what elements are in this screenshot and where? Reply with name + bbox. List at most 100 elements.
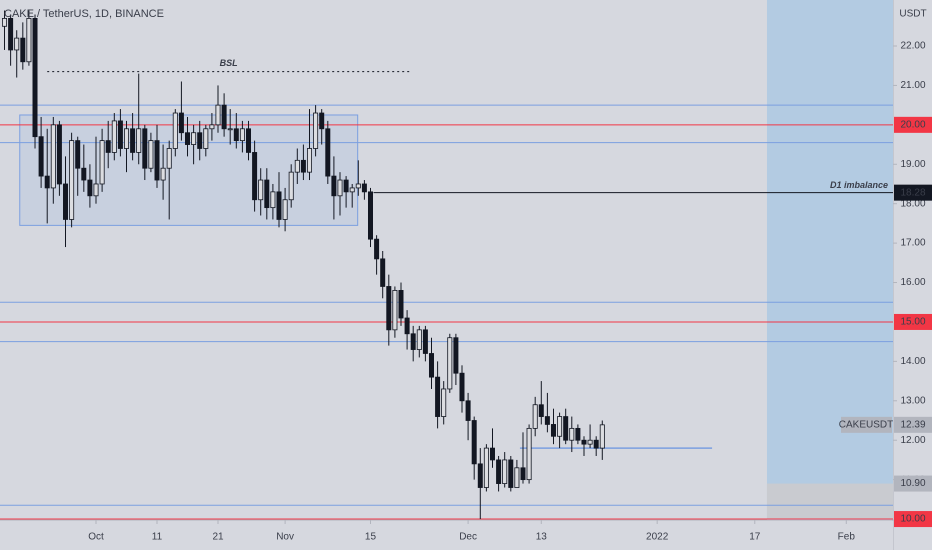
imbalance-label: D1 imbalance [830,180,888,190]
last-price-label: 12.39 [900,419,925,430]
y-tick-label: 13.00 [900,395,925,406]
candle-body [32,18,38,138]
candle-body [392,290,398,331]
candle-body [453,337,459,374]
candle-body [343,179,349,193]
candle-body [148,140,154,169]
candle-body [319,112,325,130]
candle-body [550,424,556,437]
candle-body [63,183,69,220]
candle-body [367,191,373,240]
y-tick-label: 14.00 [900,356,925,367]
candle-body [197,132,203,149]
candle-body [294,159,300,173]
candle-body [538,404,544,417]
candle-body [252,152,258,201]
candle-body [471,420,477,465]
y-tick-label: 18.00 [900,198,925,209]
candle-body [20,37,26,63]
future-zone [766,0,893,520]
candle-body [380,258,386,287]
price-badge [894,475,932,492]
candle-body [93,183,99,197]
candle-body [398,290,404,319]
y-tick-label: 22.00 [900,41,925,52]
last-price-tag [841,416,892,433]
x-tick-label: 2022 [646,532,669,543]
candle-body [331,175,337,197]
y-tick-label: 16.00 [900,277,925,288]
candle-body [69,140,75,220]
candle-body [447,337,453,390]
candle-body [26,18,32,63]
candle-body [587,439,593,445]
price-badge [894,511,932,528]
candle-body [508,459,514,488]
candle-body [191,132,197,145]
candle-body [483,447,489,488]
candle-body [8,18,14,51]
candle-body [130,128,136,153]
price-axis [894,0,932,550]
candle-body [325,128,331,177]
x-tick-label: 15 [365,532,377,543]
last-price-name: CAKEUSDT [839,419,893,430]
candle-body [99,140,105,185]
candle-body [185,132,191,145]
candle-body [477,463,483,488]
candle-body [313,112,319,149]
candle-body [489,447,495,461]
candle-body [496,459,502,484]
target-zone [766,483,893,520]
candle-body [105,140,111,153]
x-tick-label: Oct [88,532,104,543]
candle-body [355,183,361,189]
candle-body [435,376,441,417]
x-tick-label: Nov [276,532,294,543]
price-badge [894,116,932,133]
imbalance-badge [894,184,932,201]
candle-body [2,18,8,27]
candle-body [593,439,599,449]
candle-body [416,329,422,350]
candle-body [166,148,172,169]
candle-body [142,128,148,169]
candle-body [160,167,166,181]
price-badge-label: 10.00 [900,514,925,525]
candle-body [361,183,367,193]
x-tick-label: 17 [749,532,761,543]
x-tick-label: 13 [536,532,548,543]
x-tick-label: Feb [838,532,856,543]
candle-body [154,140,160,181]
candle-body [246,128,252,153]
time-axis [0,521,893,550]
candle-body [239,128,245,142]
chart-title: CAKE / TetherUS, 1D, BINANCE [4,8,164,20]
candle-body [111,120,117,153]
candle-body [428,353,434,378]
candle-body [563,416,569,441]
candle-body [557,416,563,437]
x-tick-label: 11 [152,532,163,543]
candle-body [50,124,56,189]
candle-body [374,238,380,260]
candle-body [221,104,227,130]
price-badge-label: 15.00 [900,317,925,328]
imbalance-badge-label: 18.28 [900,187,925,198]
candle-body [502,459,508,484]
candle-body [404,317,410,335]
candle-body [526,427,532,481]
x-tick-label: 21 [212,532,224,543]
y-tick-label: 19.00 [900,159,925,170]
candle-body [465,400,471,421]
candle-body [264,179,270,209]
candle-body [300,159,306,173]
last-price-badge [894,416,932,433]
y-tick-label: 17.00 [900,238,925,249]
candle-body [117,120,123,149]
candle-body [136,128,142,153]
candle-body [178,112,184,134]
candle-body [514,467,520,488]
candle-body [441,388,447,417]
candle-body [581,439,587,445]
